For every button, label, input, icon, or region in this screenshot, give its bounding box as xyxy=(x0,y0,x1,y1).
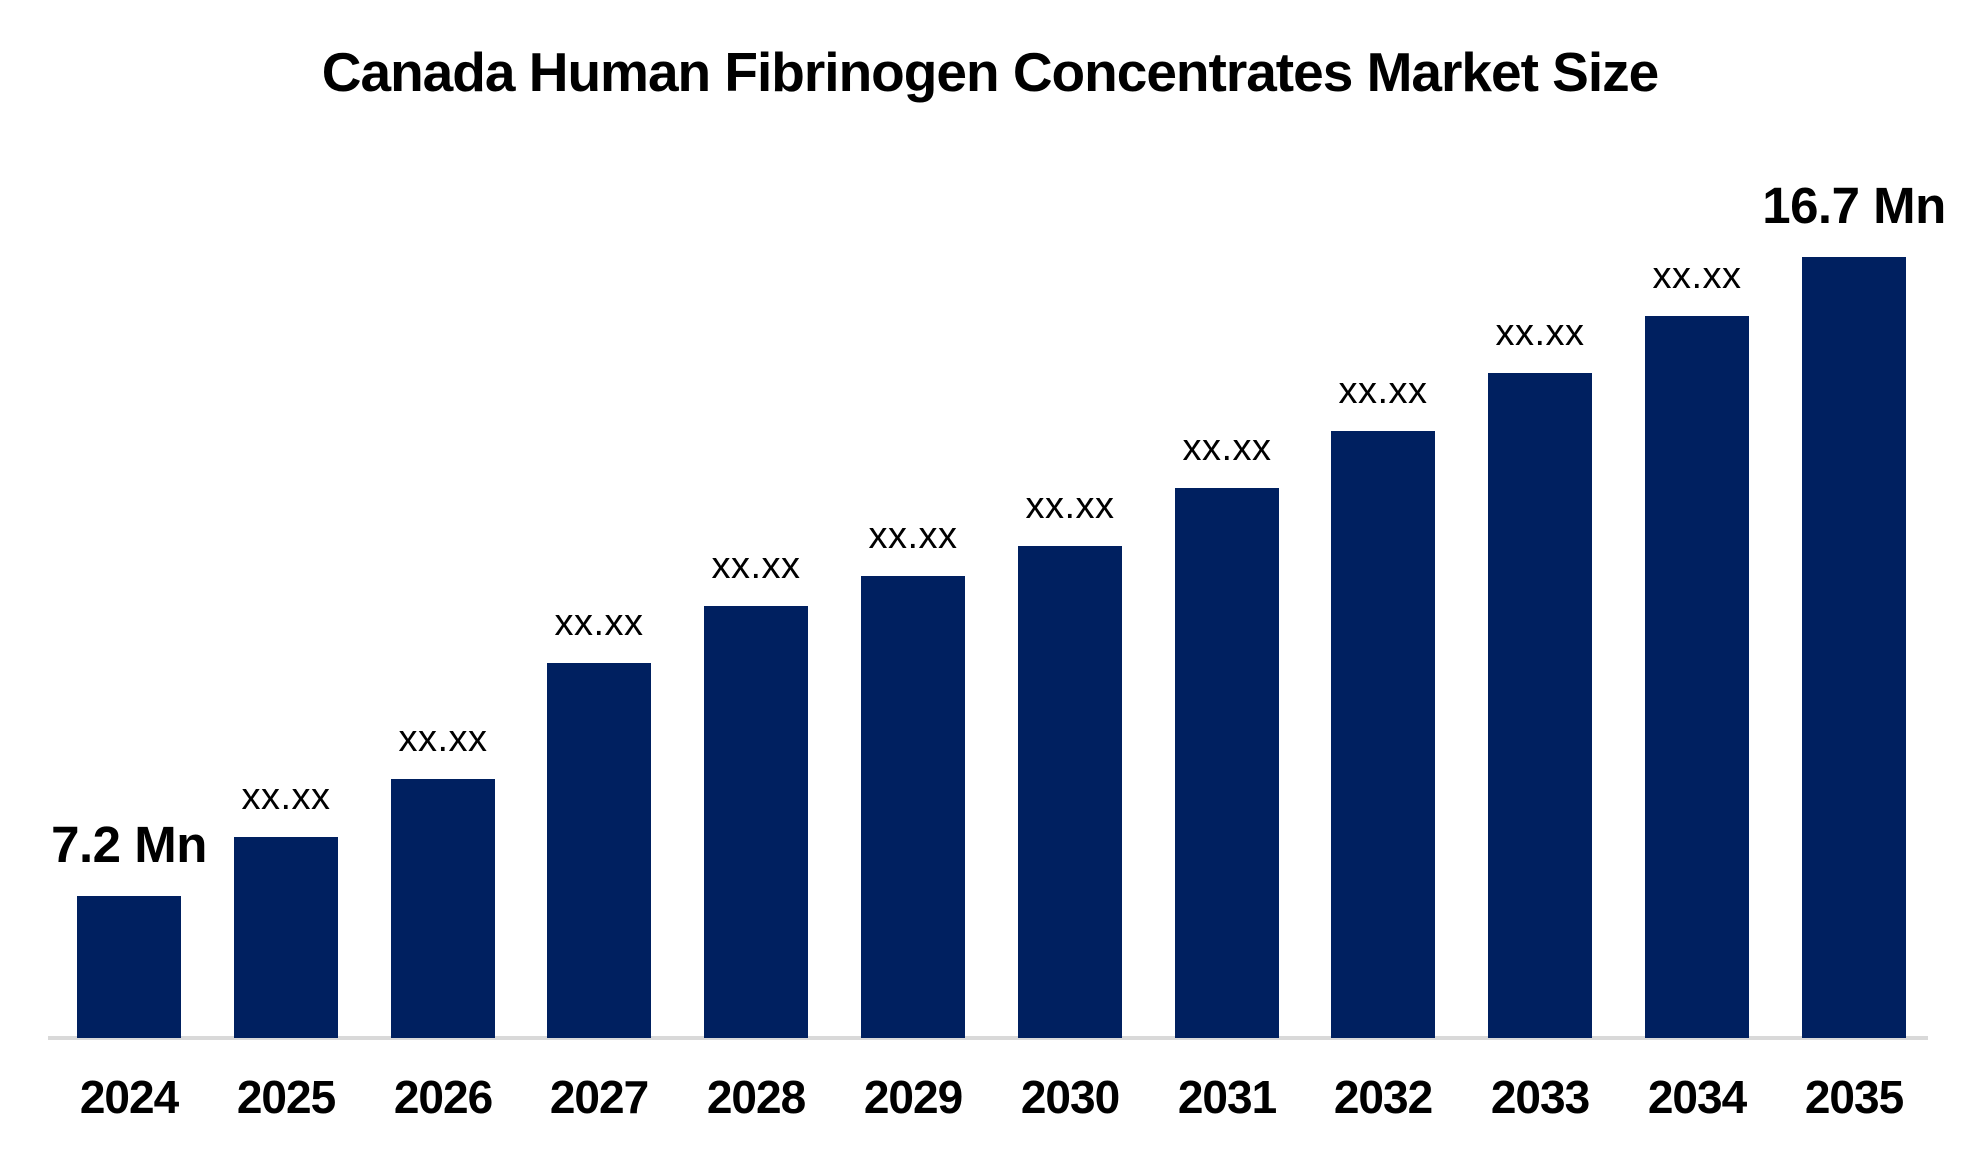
x-axis-label-2031: 2031 xyxy=(1177,1071,1277,1123)
bar-value-label-2024: 7.2 Mn xyxy=(51,816,207,873)
bar-2024 xyxy=(77,896,181,1038)
x-axis-label-2026: 2026 xyxy=(393,1071,493,1123)
chart-title: Canada Human Fibrinogen Concentrates Mar… xyxy=(321,41,1659,103)
bar-value-label-2030: xx.xx xyxy=(1025,485,1115,527)
bar-value-label-2031: xx.xx xyxy=(1182,427,1272,469)
x-axis-label-2035: 2035 xyxy=(1804,1071,1904,1123)
x-axis-label-2027: 2027 xyxy=(549,1071,649,1123)
x-axis-label-2028: 2028 xyxy=(706,1071,806,1123)
x-axis-label-2033: 2033 xyxy=(1490,1071,1590,1123)
x-axis-label-2024: 2024 xyxy=(79,1071,179,1123)
bar-2028 xyxy=(704,606,808,1038)
x-axis-label-2029: 2029 xyxy=(863,1071,963,1123)
x-axis-line xyxy=(48,1036,1928,1040)
bar-value-label-2028: xx.xx xyxy=(711,545,801,587)
bar-value-label-2027: xx.xx xyxy=(554,602,644,644)
bar-2033 xyxy=(1488,373,1592,1038)
bar-2035 xyxy=(1802,257,1906,1038)
bar-value-label-2034: xx.xx xyxy=(1652,255,1742,297)
bar-value-label-2025: xx.xx xyxy=(241,776,331,818)
bar-2026 xyxy=(391,779,495,1038)
bar-value-label-2032: xx.xx xyxy=(1338,370,1428,412)
bar-2032 xyxy=(1331,431,1435,1038)
bar-value-label-2029: xx.xx xyxy=(868,515,958,557)
bar-value-label-2033: xx.xx xyxy=(1495,312,1585,354)
x-axis-label-2034: 2034 xyxy=(1647,1071,1747,1123)
x-axis-label-2030: 2030 xyxy=(1020,1071,1120,1123)
bar-2027 xyxy=(547,663,651,1038)
bar-2030 xyxy=(1018,546,1122,1038)
bar-2034 xyxy=(1645,316,1749,1038)
bar-2029 xyxy=(861,576,965,1038)
bar-2025 xyxy=(234,837,338,1038)
bar-value-label-2026: xx.xx xyxy=(398,718,488,760)
bar-value-label-2035: 16.7 Mn xyxy=(1762,177,1946,234)
x-axis-label-2025: 2025 xyxy=(236,1071,336,1123)
x-axis-label-2032: 2032 xyxy=(1333,1071,1433,1123)
bar-2031 xyxy=(1175,488,1279,1038)
